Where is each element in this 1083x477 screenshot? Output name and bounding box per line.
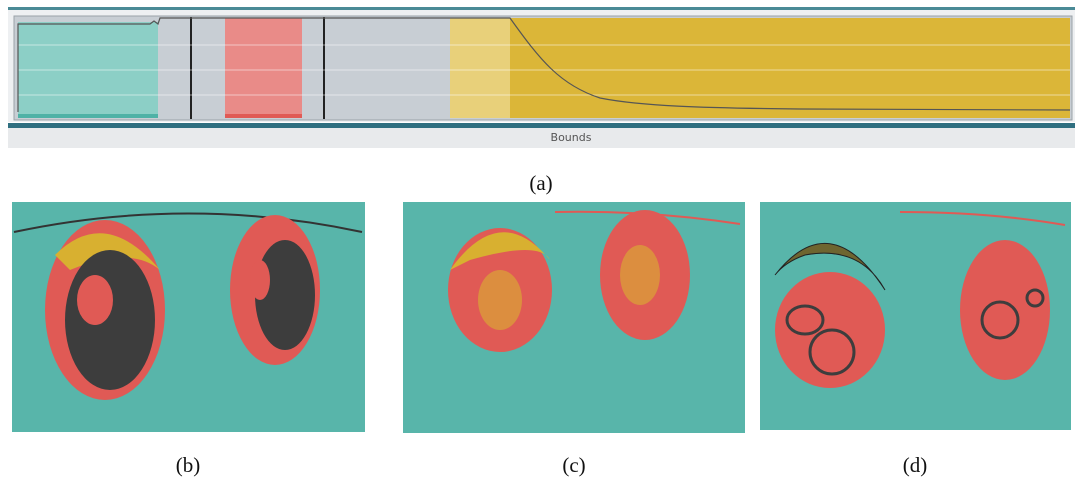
image-b <box>12 202 365 432</box>
teal-range-base <box>18 114 158 118</box>
yellow-range[interactable] <box>510 18 1070 118</box>
red-range-base <box>225 114 302 118</box>
image-d <box>760 202 1071 430</box>
caption: (a) <box>529 171 552 195</box>
bounds-widget: Bounds <box>8 7 1075 148</box>
caption: (b) <box>176 453 201 477</box>
bounds-bar <box>8 128 1075 148</box>
caption: (c) <box>562 453 585 477</box>
top-border <box>8 7 1075 10</box>
red-range[interactable] <box>225 18 302 118</box>
caption: (d) <box>903 453 928 477</box>
bottom-border <box>8 123 1075 128</box>
bounds-label: Bounds <box>551 131 592 144</box>
figure: Bounds (a) (b) (c) (d) <box>0 0 1083 477</box>
yellow-light-range[interactable] <box>450 18 510 118</box>
image-c <box>403 202 745 433</box>
